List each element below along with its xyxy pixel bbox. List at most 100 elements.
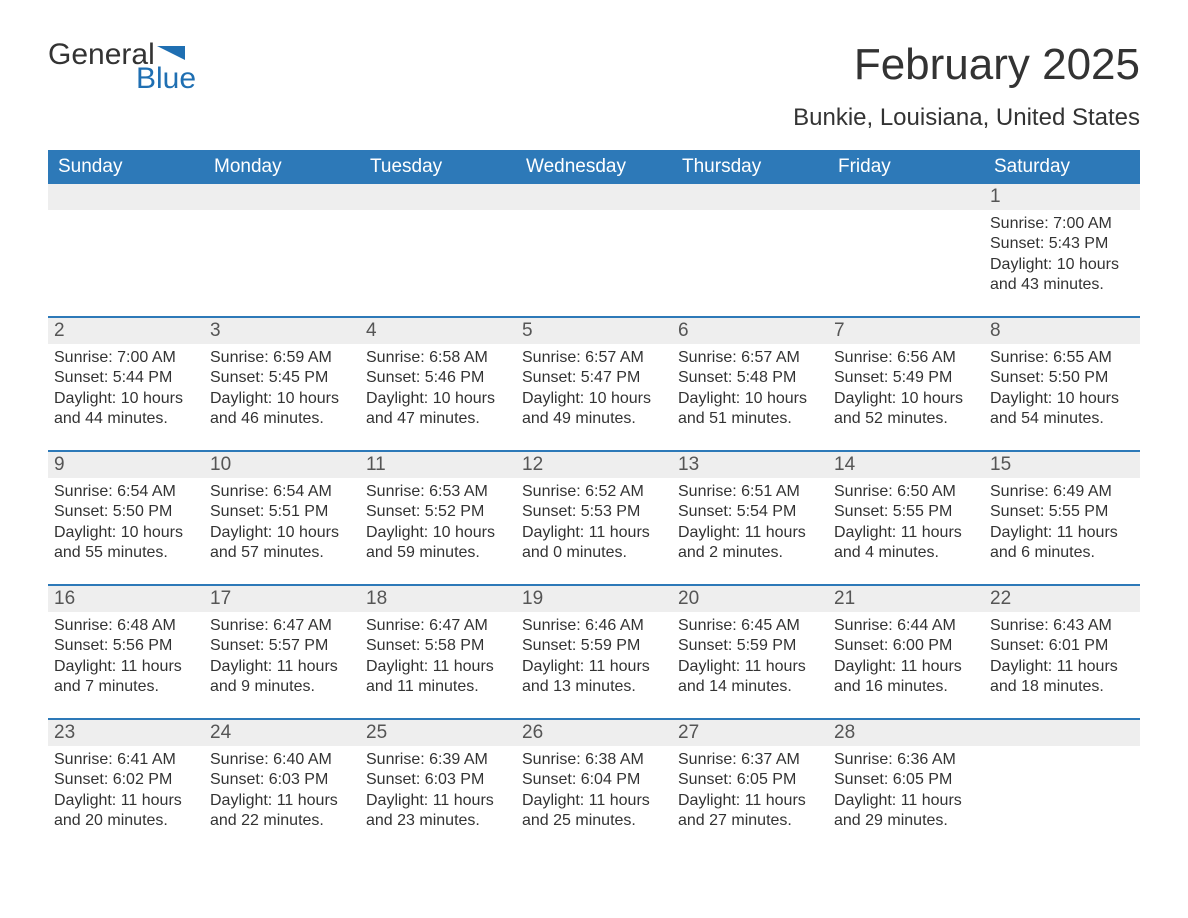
daylight-text: Daylight: 11 hours and 23 minutes. bbox=[366, 791, 510, 832]
calendar-cell: 15Sunrise: 6:49 AMSunset: 5:55 PMDayligh… bbox=[984, 452, 1140, 584]
day-number bbox=[48, 184, 204, 210]
sunset-text: Sunset: 6:02 PM bbox=[54, 770, 198, 790]
header: General Blue February 2025 Bunkie, Louis… bbox=[48, 40, 1140, 132]
day-number: 20 bbox=[672, 586, 828, 612]
daylight-text: Daylight: 11 hours and 18 minutes. bbox=[990, 657, 1134, 698]
sunset-text: Sunset: 5:43 PM bbox=[990, 234, 1134, 254]
daylight-text: Daylight: 11 hours and 16 minutes. bbox=[834, 657, 978, 698]
sunset-text: Sunset: 5:45 PM bbox=[210, 368, 354, 388]
daylight-text: Daylight: 10 hours and 57 minutes. bbox=[210, 523, 354, 564]
calendar-cell: 4Sunrise: 6:58 AMSunset: 5:46 PMDaylight… bbox=[360, 318, 516, 450]
daylight-text: Daylight: 11 hours and 0 minutes. bbox=[522, 523, 666, 564]
calendar-cell: 22Sunrise: 6:43 AMSunset: 6:01 PMDayligh… bbox=[984, 586, 1140, 718]
sunset-text: Sunset: 5:44 PM bbox=[54, 368, 198, 388]
sunrise-text: Sunrise: 6:44 AM bbox=[834, 616, 978, 636]
cell-body: Sunrise: 6:49 AMSunset: 5:55 PMDaylight:… bbox=[984, 478, 1140, 572]
calendar-cell: 16Sunrise: 6:48 AMSunset: 5:56 PMDayligh… bbox=[48, 586, 204, 718]
calendar-cell: 1Sunrise: 7:00 AMSunset: 5:43 PMDaylight… bbox=[984, 184, 1140, 316]
cell-body: Sunrise: 6:53 AMSunset: 5:52 PMDaylight:… bbox=[360, 478, 516, 572]
calendar-week: 23Sunrise: 6:41 AMSunset: 6:02 PMDayligh… bbox=[48, 718, 1140, 852]
sunset-text: Sunset: 5:57 PM bbox=[210, 636, 354, 656]
cell-body: Sunrise: 6:51 AMSunset: 5:54 PMDaylight:… bbox=[672, 478, 828, 572]
cell-body: Sunrise: 6:39 AMSunset: 6:03 PMDaylight:… bbox=[360, 746, 516, 840]
calendar: Sunday Monday Tuesday Wednesday Thursday… bbox=[48, 150, 1140, 852]
sunset-text: Sunset: 5:59 PM bbox=[678, 636, 822, 656]
cell-body: Sunrise: 6:36 AMSunset: 6:05 PMDaylight:… bbox=[828, 746, 984, 840]
day-number: 2 bbox=[48, 318, 204, 344]
sunrise-text: Sunrise: 6:48 AM bbox=[54, 616, 198, 636]
sunrise-text: Sunrise: 6:36 AM bbox=[834, 750, 978, 770]
day-number: 5 bbox=[516, 318, 672, 344]
sunrise-text: Sunrise: 6:43 AM bbox=[990, 616, 1134, 636]
sunset-text: Sunset: 6:04 PM bbox=[522, 770, 666, 790]
calendar-week: 9Sunrise: 6:54 AMSunset: 5:50 PMDaylight… bbox=[48, 450, 1140, 584]
calendar-cell: 14Sunrise: 6:50 AMSunset: 5:55 PMDayligh… bbox=[828, 452, 984, 584]
cell-body: Sunrise: 6:40 AMSunset: 6:03 PMDaylight:… bbox=[204, 746, 360, 840]
calendar-cell bbox=[828, 184, 984, 316]
weekday-label: Saturday bbox=[984, 150, 1140, 184]
daylight-text: Daylight: 11 hours and 14 minutes. bbox=[678, 657, 822, 698]
sunrise-text: Sunrise: 6:47 AM bbox=[210, 616, 354, 636]
sunset-text: Sunset: 5:51 PM bbox=[210, 502, 354, 522]
calendar-cell: 20Sunrise: 6:45 AMSunset: 5:59 PMDayligh… bbox=[672, 586, 828, 718]
calendar-cell: 23Sunrise: 6:41 AMSunset: 6:02 PMDayligh… bbox=[48, 720, 204, 852]
calendar-cell: 3Sunrise: 6:59 AMSunset: 5:45 PMDaylight… bbox=[204, 318, 360, 450]
day-number: 11 bbox=[360, 452, 516, 478]
cell-body: Sunrise: 6:54 AMSunset: 5:50 PMDaylight:… bbox=[48, 478, 204, 572]
day-number: 7 bbox=[828, 318, 984, 344]
logo: General Blue bbox=[48, 40, 196, 94]
title-block: February 2025 Bunkie, Louisiana, United … bbox=[793, 40, 1140, 132]
sunset-text: Sunset: 6:03 PM bbox=[210, 770, 354, 790]
day-number: 23 bbox=[48, 720, 204, 746]
sunrise-text: Sunrise: 6:53 AM bbox=[366, 482, 510, 502]
daylight-text: Daylight: 11 hours and 22 minutes. bbox=[210, 791, 354, 832]
sunset-text: Sunset: 5:54 PM bbox=[678, 502, 822, 522]
weekday-label: Sunday bbox=[48, 150, 204, 184]
day-number: 1 bbox=[984, 184, 1140, 210]
weekday-label: Monday bbox=[204, 150, 360, 184]
weekday-label: Thursday bbox=[672, 150, 828, 184]
sunrise-text: Sunrise: 6:49 AM bbox=[990, 482, 1134, 502]
cell-body: Sunrise: 7:00 AMSunset: 5:43 PMDaylight:… bbox=[984, 210, 1140, 304]
daylight-text: Daylight: 11 hours and 29 minutes. bbox=[834, 791, 978, 832]
cell-body: Sunrise: 6:46 AMSunset: 5:59 PMDaylight:… bbox=[516, 612, 672, 706]
day-number: 14 bbox=[828, 452, 984, 478]
calendar-cell: 11Sunrise: 6:53 AMSunset: 5:52 PMDayligh… bbox=[360, 452, 516, 584]
calendar-cell: 25Sunrise: 6:39 AMSunset: 6:03 PMDayligh… bbox=[360, 720, 516, 852]
day-number: 10 bbox=[204, 452, 360, 478]
day-number bbox=[516, 184, 672, 210]
calendar-cell: 26Sunrise: 6:38 AMSunset: 6:04 PMDayligh… bbox=[516, 720, 672, 852]
calendar-cell: 7Sunrise: 6:56 AMSunset: 5:49 PMDaylight… bbox=[828, 318, 984, 450]
weeks-container: 1Sunrise: 7:00 AMSunset: 5:43 PMDaylight… bbox=[48, 184, 1140, 852]
calendar-cell: 12Sunrise: 6:52 AMSunset: 5:53 PMDayligh… bbox=[516, 452, 672, 584]
daylight-text: Daylight: 11 hours and 4 minutes. bbox=[834, 523, 978, 564]
day-number: 16 bbox=[48, 586, 204, 612]
daylight-text: Daylight: 10 hours and 46 minutes. bbox=[210, 389, 354, 430]
sunrise-text: Sunrise: 6:37 AM bbox=[678, 750, 822, 770]
sunrise-text: Sunrise: 6:54 AM bbox=[210, 482, 354, 502]
sunrise-text: Sunrise: 6:38 AM bbox=[522, 750, 666, 770]
calendar-cell bbox=[984, 720, 1140, 852]
sunrise-text: Sunrise: 6:57 AM bbox=[522, 348, 666, 368]
calendar-cell: 2Sunrise: 7:00 AMSunset: 5:44 PMDaylight… bbox=[48, 318, 204, 450]
sunset-text: Sunset: 6:00 PM bbox=[834, 636, 978, 656]
calendar-cell bbox=[204, 184, 360, 316]
cell-body: Sunrise: 6:50 AMSunset: 5:55 PMDaylight:… bbox=[828, 478, 984, 572]
calendar-cell: 13Sunrise: 6:51 AMSunset: 5:54 PMDayligh… bbox=[672, 452, 828, 584]
page-title: February 2025 bbox=[793, 40, 1140, 90]
daylight-text: Daylight: 11 hours and 9 minutes. bbox=[210, 657, 354, 698]
calendar-cell bbox=[516, 184, 672, 316]
sunset-text: Sunset: 5:46 PM bbox=[366, 368, 510, 388]
day-number: 15 bbox=[984, 452, 1140, 478]
calendar-week: 1Sunrise: 7:00 AMSunset: 5:43 PMDaylight… bbox=[48, 184, 1140, 316]
cell-body: Sunrise: 6:48 AMSunset: 5:56 PMDaylight:… bbox=[48, 612, 204, 706]
sunset-text: Sunset: 5:55 PM bbox=[834, 502, 978, 522]
weekday-label: Tuesday bbox=[360, 150, 516, 184]
sunrise-text: Sunrise: 6:59 AM bbox=[210, 348, 354, 368]
sunrise-text: Sunrise: 6:52 AM bbox=[522, 482, 666, 502]
daylight-text: Daylight: 10 hours and 44 minutes. bbox=[54, 389, 198, 430]
day-number: 22 bbox=[984, 586, 1140, 612]
sunrise-text: Sunrise: 6:39 AM bbox=[366, 750, 510, 770]
daylight-text: Daylight: 11 hours and 13 minutes. bbox=[522, 657, 666, 698]
day-number: 27 bbox=[672, 720, 828, 746]
